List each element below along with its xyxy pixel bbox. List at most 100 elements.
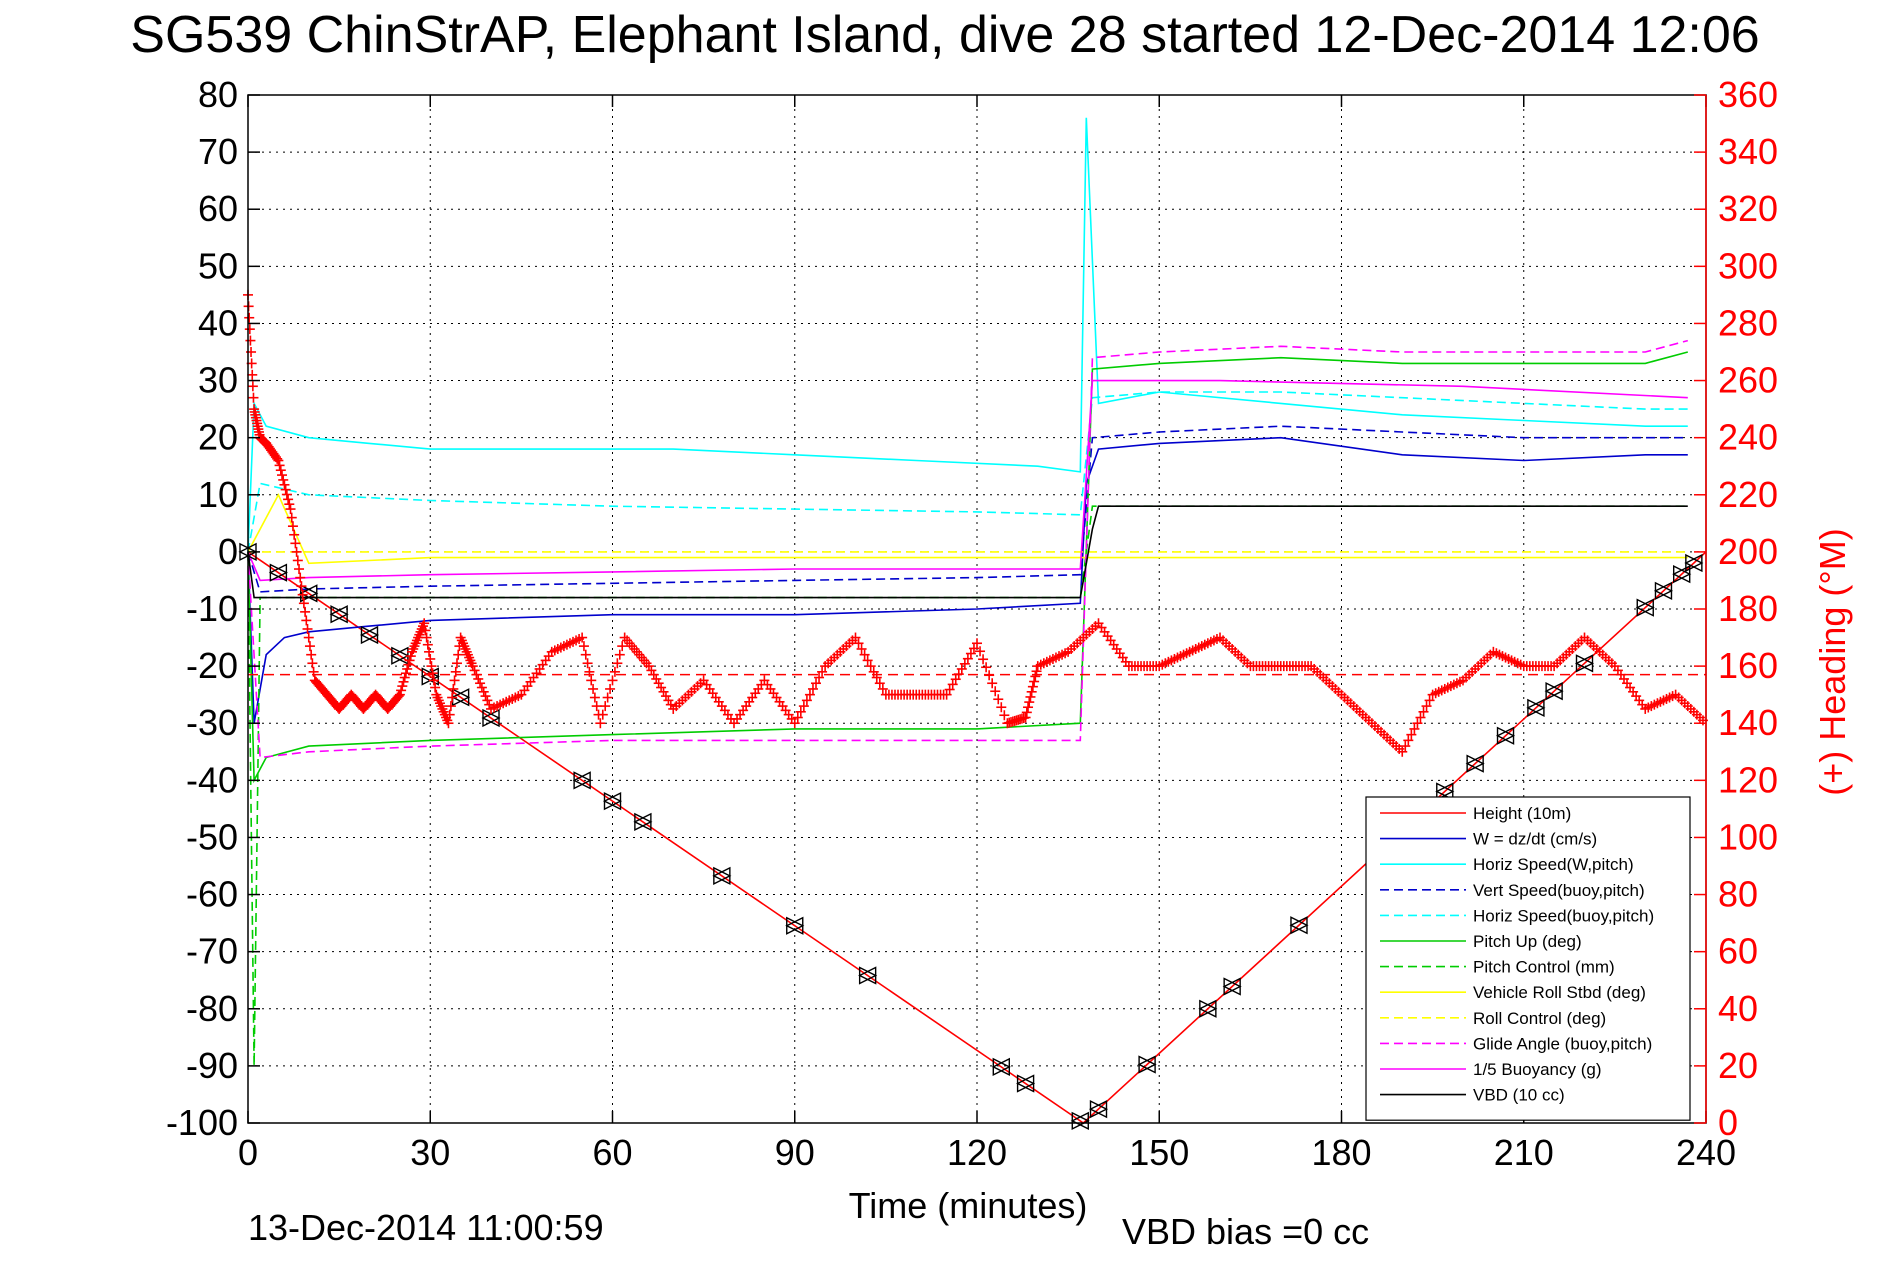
heading-marker xyxy=(278,474,289,485)
heading-marker xyxy=(953,669,964,680)
heading-marker xyxy=(804,689,815,700)
heading-marker xyxy=(402,663,413,674)
heading-marker xyxy=(427,668,438,679)
heading-marker xyxy=(304,641,315,652)
legend-label: 1/5 Buoyancy (g) xyxy=(1473,1060,1602,1079)
marker-triangle-left xyxy=(1016,1074,1035,1093)
legend-label: W = dz/dt (cm/s) xyxy=(1473,830,1597,849)
y-right-tick-label: 60 xyxy=(1718,931,1758,972)
marker-triangle-left xyxy=(991,1057,1010,1077)
marker-triangle-left xyxy=(1684,553,1703,573)
heading-marker xyxy=(1029,676,1040,687)
y-tick-label: 10 xyxy=(198,474,238,515)
height-marker xyxy=(1289,916,1309,935)
y-right-tick-label: 120 xyxy=(1718,759,1778,800)
x-tick-label: 60 xyxy=(592,1132,632,1173)
heading-marker xyxy=(859,649,870,660)
height-marker xyxy=(1495,726,1516,745)
x-tick-label: 150 xyxy=(1129,1132,1189,1173)
height-marker xyxy=(359,625,380,645)
legend-label: Horiz Speed(buoy,pitch) xyxy=(1473,906,1654,925)
y-tick-label: -30 xyxy=(186,702,238,743)
height-marker xyxy=(991,1057,1011,1077)
series-line-4 xyxy=(247,391,1688,553)
x-tick-label: 0 xyxy=(238,1132,258,1173)
heading-marker xyxy=(865,661,876,672)
y-tick-label: 80 xyxy=(198,74,238,115)
height-marker xyxy=(1672,565,1692,584)
height-marker xyxy=(1198,999,1218,1018)
heading-marker xyxy=(578,641,589,652)
y-right-tick-label: 140 xyxy=(1718,702,1778,743)
heading-marker xyxy=(663,695,674,706)
heading-marker xyxy=(1421,701,1432,712)
heading-marker xyxy=(471,669,482,680)
heading-marker xyxy=(978,654,989,665)
y-tick-label: 30 xyxy=(198,360,238,401)
heading-marker xyxy=(586,675,597,686)
heading-marker xyxy=(450,666,461,677)
heading-marker xyxy=(283,494,294,505)
series-line-5 xyxy=(247,351,1689,784)
y-right-tick-label: 260 xyxy=(1718,360,1778,401)
y-tick-label: -80 xyxy=(186,988,238,1029)
y-tick-label: -70 xyxy=(186,931,238,972)
heading-marker xyxy=(1412,718,1423,729)
heading-marker xyxy=(591,701,602,712)
series-line-9 xyxy=(247,339,1689,759)
heading-marker xyxy=(990,686,1001,697)
marker-triangle-left xyxy=(602,791,622,811)
heading-marker xyxy=(284,499,295,510)
heading-marker xyxy=(403,659,414,670)
heading-marker xyxy=(1027,681,1038,692)
heading-marker xyxy=(451,658,462,669)
height-marker xyxy=(1435,782,1455,801)
height-marker xyxy=(572,771,592,790)
heading-marker xyxy=(643,661,654,672)
heading-marker xyxy=(426,661,437,672)
heading-marker xyxy=(294,564,305,575)
heading-marker xyxy=(476,682,487,693)
heading-marker xyxy=(605,683,616,694)
heading-marker xyxy=(303,632,314,643)
heading-marker xyxy=(941,689,952,700)
heading-marker xyxy=(993,694,1004,705)
series-group xyxy=(247,117,1707,1125)
legend-label: Glide Angle (buoy,pitch) xyxy=(1473,1034,1652,1053)
y-right-tick-label: 160 xyxy=(1718,645,1778,686)
marker-triangle-left xyxy=(481,708,500,728)
y-right-tick-label: 300 xyxy=(1718,245,1778,286)
y-tick-label: 20 xyxy=(198,417,238,458)
heading-marker xyxy=(874,678,885,689)
heading-marker xyxy=(274,460,285,471)
heading-marker xyxy=(425,653,436,664)
heading-marker xyxy=(798,701,809,712)
heading-marker xyxy=(617,641,628,652)
height-marker xyxy=(1088,1099,1109,1119)
heading-marker xyxy=(422,639,433,650)
y-tick-label: -60 xyxy=(186,874,238,915)
marker-triangle-left xyxy=(1198,999,1217,1018)
heading-marker xyxy=(660,691,671,702)
legend-box xyxy=(1365,796,1691,1121)
heading-marker xyxy=(449,675,460,686)
heading-marker xyxy=(295,572,306,583)
heading-marker xyxy=(420,625,431,636)
marker-triangle-left xyxy=(1435,782,1454,801)
x-tick-label: 30 xyxy=(410,1132,450,1173)
heading-marker xyxy=(307,658,318,669)
y-tick-label: 0 xyxy=(218,531,238,572)
heading-marker xyxy=(453,649,464,660)
heading-marker xyxy=(296,581,307,592)
heading-marker xyxy=(1030,671,1041,682)
heading-marker xyxy=(478,686,489,697)
heading-marker xyxy=(448,683,459,694)
heading-marker xyxy=(968,643,979,654)
heading-marker xyxy=(405,651,416,662)
heading-marker xyxy=(475,678,486,689)
legend-label: Roll Control (deg) xyxy=(1473,1009,1606,1028)
heading-marker xyxy=(612,658,623,669)
heading-marker xyxy=(1026,686,1037,697)
marker-triangle-left xyxy=(1495,726,1515,745)
